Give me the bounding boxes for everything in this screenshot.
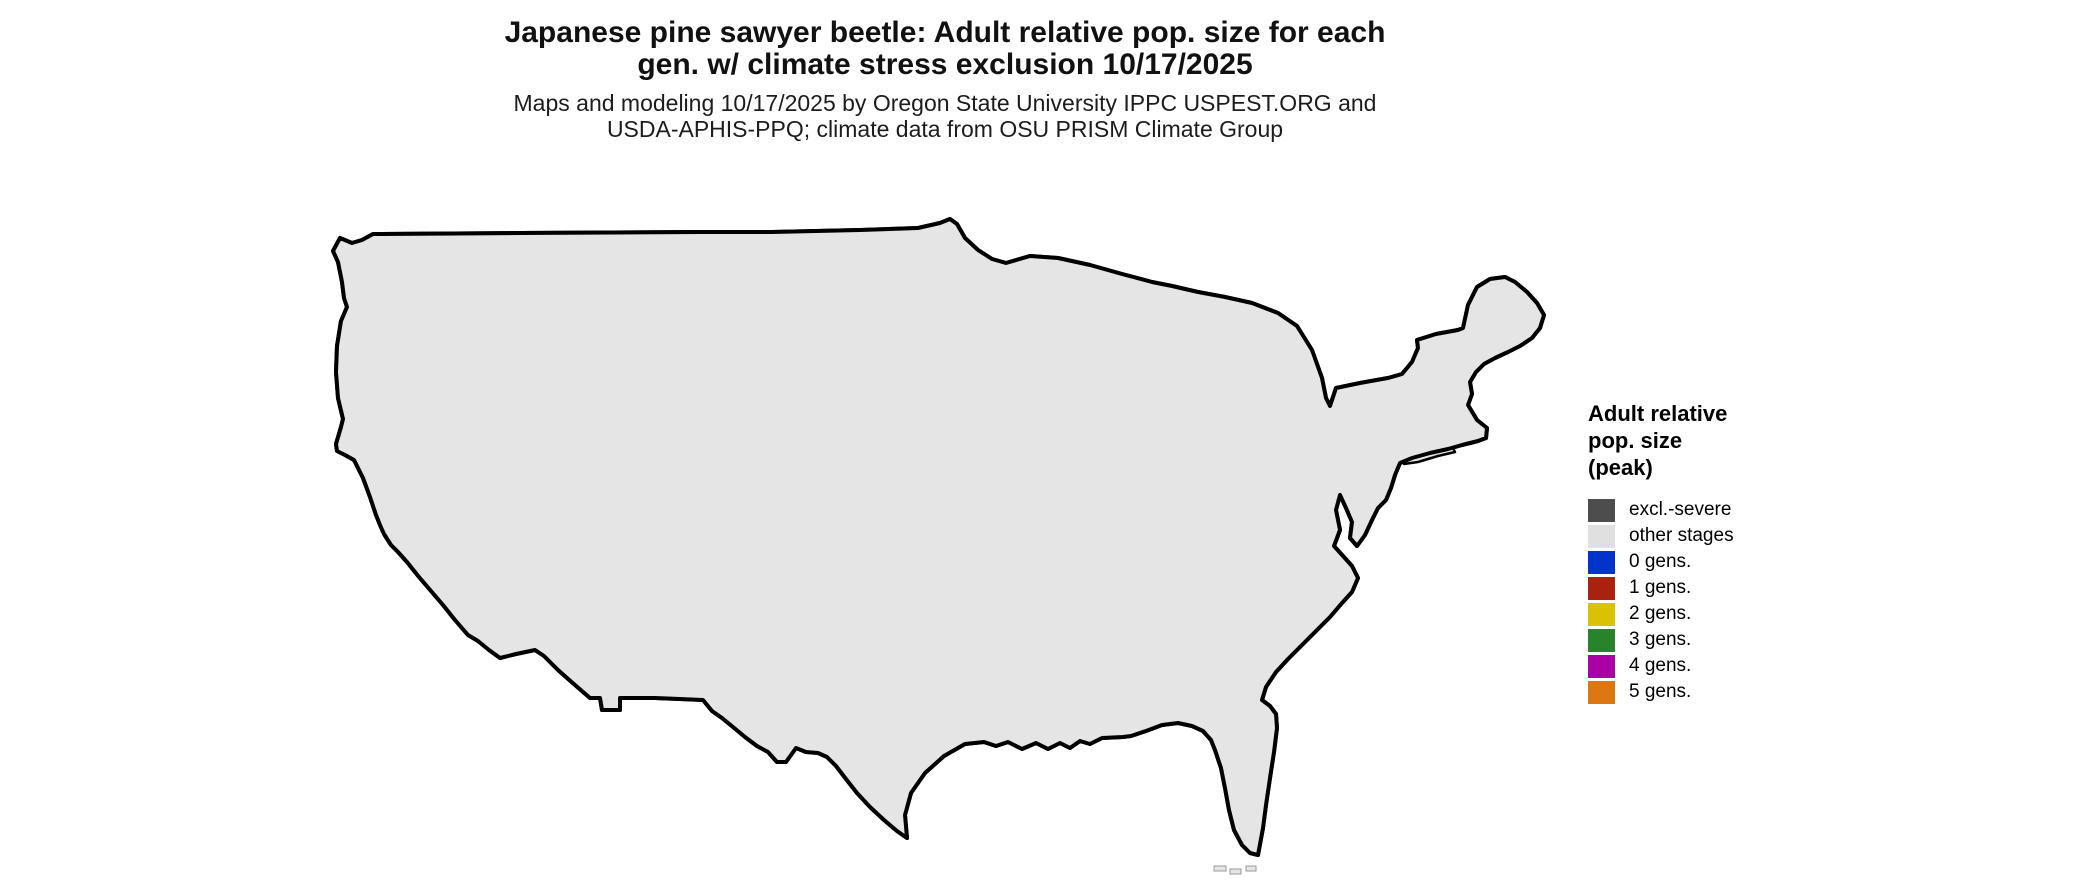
map-title-line2: gen. w/ climate stress exclusion 10/17/2…: [637, 48, 1253, 81]
legend-item: 1 gens.: [1588, 575, 1888, 601]
legend-item-label: 3 gens.: [1629, 629, 1692, 650]
legend-items: excl.-severe other stages 0 gens. 1 gens. 2 …: [1588, 497, 1888, 705]
legend-item: 0 gens.: [1588, 549, 1888, 575]
legend-swatch: [1588, 654, 1615, 678]
legend-item: 5 gens.: [1588, 679, 1888, 705]
legend-title-line1: Adult relative: [1588, 401, 1728, 426]
map-subtitle: Maps and modeling 10/17/2025 by Oregon S…: [295, 90, 1595, 142]
legend-item: excl.-severe: [1588, 497, 1888, 523]
map-title-line1: Japanese pine sawyer beetle: Adult relat…: [504, 16, 1386, 49]
legend-item: 4 gens.: [1588, 653, 1888, 679]
legend-item: other stages: [1588, 523, 1888, 549]
map-title: Japanese pine sawyer beetle: Adult relat…: [295, 17, 1595, 81]
legend-item-label: 5 gens.: [1629, 681, 1692, 702]
map-subtitle-line1: Maps and modeling 10/17/2025 by Oregon S…: [513, 90, 1377, 116]
legend-title-line2: pop. size: [1588, 428, 1683, 453]
legend-item-label: 2 gens.: [1629, 603, 1692, 624]
legend-item: 2 gens.: [1588, 601, 1888, 627]
legend-item-label: 0 gens.: [1629, 551, 1692, 572]
legend-title: Adult relative pop. size (peak): [1588, 400, 1888, 481]
legend-item-label: 1 gens.: [1629, 577, 1692, 598]
legend-swatch: [1588, 498, 1615, 522]
coastline-outline: [331, 217, 1546, 857]
legend-item-label: other stages: [1629, 525, 1734, 546]
map-subtitle-line2: USDA-APHIS-PPQ; climate data from OSU PR…: [606, 116, 1284, 142]
legend-swatch: [1588, 628, 1615, 652]
legend-item-label: 4 gens.: [1629, 655, 1692, 676]
map-legend: Adult relative pop. size (peak) excl.-se…: [1588, 400, 1888, 705]
legend-swatch: [1588, 550, 1615, 574]
legend-swatch: [1588, 524, 1615, 548]
legend-item: 3 gens.: [1588, 627, 1888, 653]
florida-keys: [1213, 865, 1257, 875]
legend-swatch: [1588, 680, 1615, 704]
legend-swatch: [1588, 576, 1615, 600]
legend-title-line3: (peak): [1588, 455, 1653, 480]
legend-item-label: excl.-severe: [1629, 499, 1732, 520]
legend-swatch: [1588, 602, 1615, 626]
